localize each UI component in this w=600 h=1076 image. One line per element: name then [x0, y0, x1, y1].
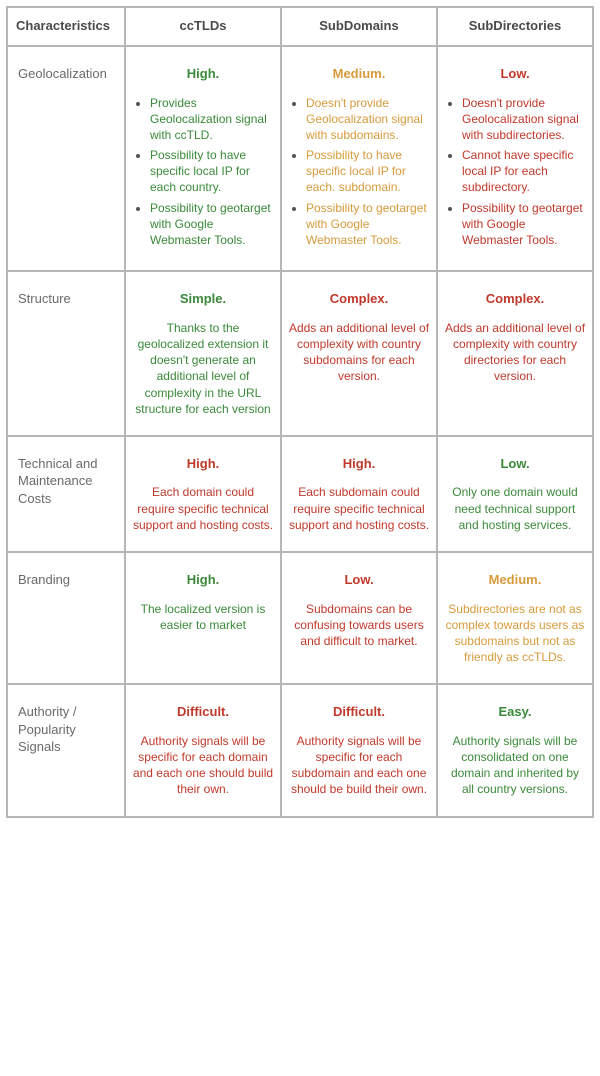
table-cell: Complex. Adds an additional level of comp… — [437, 271, 593, 436]
table-cell: Medium. Doesn't provide Geolocalization s… — [281, 46, 437, 271]
list-item: Doesn't provide Geolocalization signal w… — [306, 95, 430, 144]
list-item: Provides Geolocalization signal with ccT… — [150, 95, 274, 144]
col-subdomains: SubDomains — [281, 7, 437, 46]
list-item: Doesn't provide Geolocalization signal w… — [462, 95, 586, 144]
list-item: Possibility to geotarget with Google Web… — [462, 200, 586, 249]
table-cell: Medium. Subdirectories are not as complex… — [437, 552, 593, 684]
col-subdirectories: SubDirectories — [437, 7, 593, 46]
cell-description: Subdomains can be confusing towards user… — [288, 601, 430, 650]
rating-label: Low. — [444, 455, 586, 473]
cell-description: Authority signals will be specific for e… — [132, 733, 274, 798]
rating-label: Low. — [444, 65, 586, 83]
row-label: Branding — [7, 552, 125, 684]
rating-label: High. — [132, 65, 274, 83]
table-cell: Low. Subdomains can be confusing towards … — [281, 552, 437, 684]
bullet-list: Doesn't provide Geolocalization signal w… — [444, 95, 586, 249]
row-label: Structure — [7, 271, 125, 436]
cell-description: Authority signals will be consolidated o… — [444, 733, 586, 798]
rating-label: Simple. — [132, 290, 274, 308]
table-cell: Low. Only one domain would need technical… — [437, 436, 593, 552]
bullet-list: Provides Geolocalization signal with ccT… — [132, 95, 274, 249]
table-cell: Difficult. Authority signals will be spec… — [281, 684, 437, 816]
rating-label: High. — [132, 455, 274, 473]
rating-label: Medium. — [288, 65, 430, 83]
rating-label: Medium. — [444, 571, 586, 589]
rating-label: Low. — [288, 571, 430, 589]
list-item: Possibility to have specific local IP fo… — [150, 147, 274, 196]
cell-description: Adds an additional level of complexity w… — [444, 320, 586, 385]
cell-description: Authority signals will be specific for e… — [288, 733, 430, 798]
table-cell: Complex. Adds an additional level of comp… — [281, 271, 437, 436]
cell-description: Adds an additional level of complexity w… — [288, 320, 430, 385]
cell-description: The localized version is easier to marke… — [132, 601, 274, 633]
table-cell: High. The localized version is easier to … — [125, 552, 281, 684]
table-row: Authority / Popularity SignalsDifficult.… — [7, 684, 593, 816]
col-cctlds: ccTLDs — [125, 7, 281, 46]
table-cell: High. Each domain could require specific … — [125, 436, 281, 552]
list-item: Cannot have specific local IP for each s… — [462, 147, 586, 196]
table-cell: Low. Doesn't provide Geolocalization sign… — [437, 46, 593, 271]
cell-description: Each subdomain could require specific te… — [288, 484, 430, 533]
table-cell: High. Each subdomain could require specif… — [281, 436, 437, 552]
comparison-table: Characteristics ccTLDs SubDomains SubDir… — [6, 6, 594, 818]
cell-description: Only one domain would need technical sup… — [444, 484, 586, 533]
table-cell: High. Provides Geolocalization signal wit… — [125, 46, 281, 271]
row-label: Authority / Popularity Signals — [7, 684, 125, 816]
rating-label: Complex. — [444, 290, 586, 308]
table-row: Branding High. The localized version is ea… — [7, 552, 593, 684]
row-label: Geolocalization — [7, 46, 125, 271]
table-header: Characteristics ccTLDs SubDomains SubDir… — [7, 7, 593, 46]
table-cell: Simple. Thanks to the geolocalized extens… — [125, 271, 281, 436]
cell-description: Each domain could require specific techn… — [132, 484, 274, 533]
table-row: Structure Simple. Thanks to the geolocaliz… — [7, 271, 593, 436]
rating-label: Easy. — [444, 703, 586, 721]
table-cell: Easy. Authority signals will be consolida… — [437, 684, 593, 816]
table-row: Technical and Maintenance Costs High. Each… — [7, 436, 593, 552]
table-row: Geolocalization High. Provides Geolocaliza… — [7, 46, 593, 271]
rating-label: High. — [132, 571, 274, 589]
col-characteristics: Characteristics — [7, 7, 125, 46]
row-label: Technical and Maintenance Costs — [7, 436, 125, 552]
cell-description: Subdirectories are not as complex toward… — [444, 601, 586, 666]
list-item: Possibility to geotarget with Google Web… — [150, 200, 274, 249]
rating-label: High. — [288, 455, 430, 473]
list-item: Possibility to geotarget with Google Web… — [306, 200, 430, 249]
rating-label: Difficult. — [132, 703, 274, 721]
rating-label: Complex. — [288, 290, 430, 308]
table-cell: Difficult. Authority signals will be spec… — [125, 684, 281, 816]
bullet-list: Doesn't provide Geolocalization signal w… — [288, 95, 430, 249]
cell-description: Thanks to the geolocalized extension it … — [132, 320, 274, 417]
list-item: Possibility to have specific local IP fo… — [306, 147, 430, 196]
rating-label: Difficult. — [288, 703, 430, 721]
